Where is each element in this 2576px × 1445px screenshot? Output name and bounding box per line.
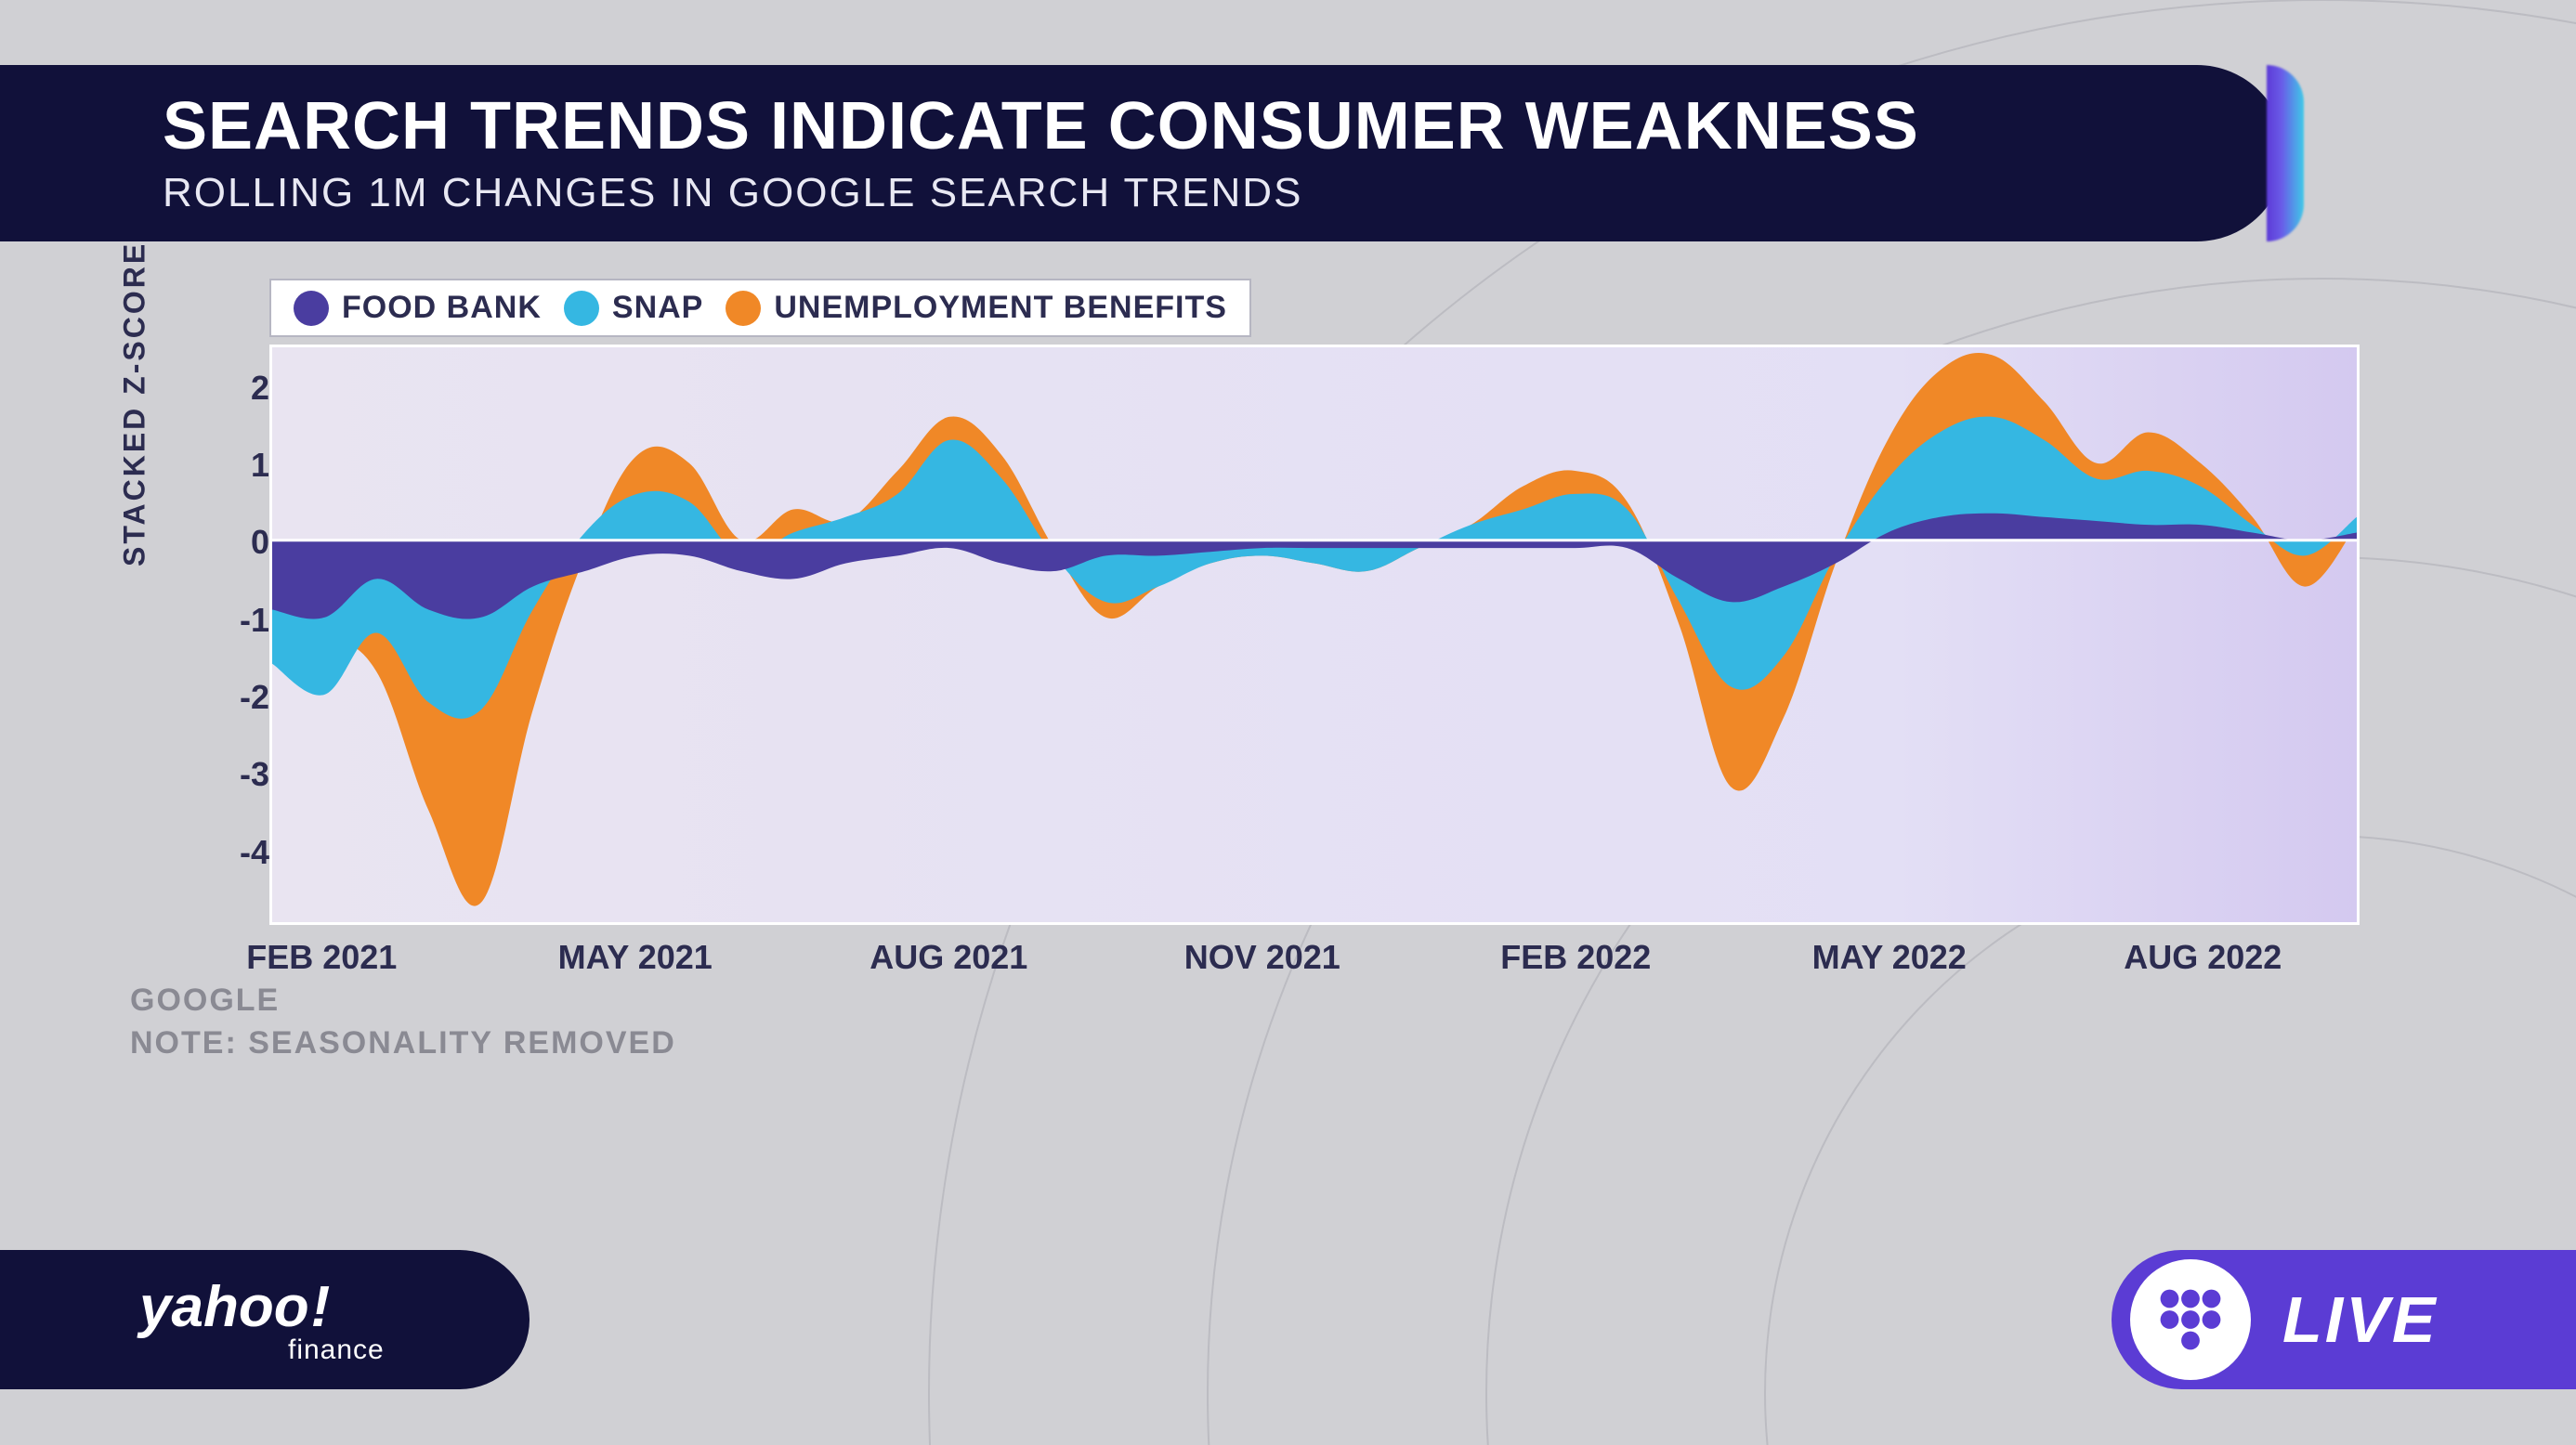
x-tick: FEB 2022 — [1500, 938, 1651, 977]
brand-name: yahoo — [139, 1274, 330, 1340]
y-tick: -1 — [240, 601, 269, 640]
y-tick: 0 — [251, 523, 269, 562]
plot-area — [269, 345, 2360, 925]
brand-pill: yahoo finance — [0, 1250, 530, 1389]
y-tick: 2 — [251, 369, 269, 408]
title-accent — [2267, 65, 2304, 241]
legend-label: SNAP — [612, 290, 703, 326]
legend-item: UNEMPLOYMENT BENEFITS — [726, 290, 1227, 326]
y-axis-title: STACKED Z-SCORE — [118, 241, 152, 566]
legend-label: FOOD BANK — [342, 290, 542, 326]
source-line: NOTE: SEASONALITY REMOVED — [130, 1022, 676, 1065]
legend-item: FOOD BANK — [294, 290, 542, 326]
x-tick: MAY 2022 — [1812, 938, 1967, 977]
legend-label: UNEMPLOYMENT BENEFITS — [774, 290, 1227, 326]
y-axis: 2 1 0 -1 -2 -3 -4 — [214, 349, 269, 930]
x-tick: MAY 2021 — [558, 938, 713, 977]
x-tick: AUG 2021 — [870, 938, 1027, 977]
source-note: GOOGLE NOTE: SEASONALITY REMOVED — [130, 980, 676, 1065]
y-tick: -3 — [240, 755, 269, 794]
legend: FOOD BANK SNAP UNEMPLOYMENT BENEFITS — [269, 279, 1251, 337]
chart-title: SEARCH TRENDS INDICATE CONSUMER WEAKNESS — [163, 88, 2285, 164]
title-bar: SEARCH TRENDS INDICATE CONSUMER WEAKNESS… — [0, 65, 2285, 241]
legend-swatch-snap — [564, 291, 599, 326]
legend-item: SNAP — [564, 290, 703, 326]
legend-swatch-food-bank — [294, 291, 329, 326]
chart-container: STACKED Z-SCORE FOOD BANK SNAP UNEMPLOYM… — [125, 279, 2373, 925]
live-text: LIVE — [2282, 1282, 2439, 1357]
x-tick: FEB 2021 — [246, 938, 397, 977]
x-tick: NOV 2021 — [1184, 938, 1340, 977]
y-tick: 1 — [251, 446, 269, 485]
y-tick: -2 — [240, 678, 269, 717]
x-tick: AUG 2022 — [2124, 938, 2282, 977]
legend-swatch-unemp — [726, 291, 761, 326]
live-pill: LIVE — [2112, 1250, 2576, 1389]
live-logo-icon — [2130, 1259, 2251, 1380]
area-food-bank — [272, 514, 2357, 619]
y-tick: -4 — [240, 833, 269, 872]
plot-svg — [272, 347, 2357, 926]
chart-subtitle: ROLLING 1M CHANGES IN GOOGLE SEARCH TREN… — [163, 170, 2285, 216]
area-unemployment-benefits — [272, 353, 2357, 906]
source-line: GOOGLE — [130, 980, 676, 1022]
